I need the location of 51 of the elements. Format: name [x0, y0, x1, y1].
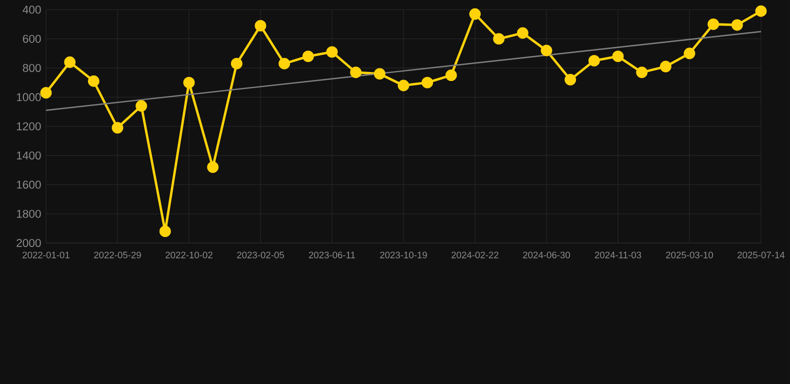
point	[636, 66, 648, 78]
point	[612, 50, 624, 62]
y-tick-label: 2000	[16, 238, 41, 247]
point	[230, 58, 242, 70]
point	[660, 60, 672, 72]
point	[516, 27, 528, 39]
point	[207, 161, 219, 173]
x-tick-label: 2024-02-22	[452, 252, 498, 258]
y-tick-label: 1600	[16, 180, 41, 189]
y-tick-label: 800	[22, 64, 41, 72]
point	[88, 75, 100, 87]
point	[64, 56, 76, 68]
point	[731, 19, 743, 31]
x-tick-label: 2024-11-03	[594, 252, 642, 258]
y-tick-label: 1200	[16, 122, 41, 130]
point	[254, 20, 266, 32]
x-tick-label: 2024-06-30	[523, 252, 570, 258]
point	[564, 74, 576, 86]
x-tick-label: 2023-02-05	[237, 252, 284, 258]
point	[350, 66, 362, 78]
point	[588, 54, 600, 66]
y-tick-label: 1000	[16, 93, 41, 102]
point	[398, 80, 410, 92]
x-tick-label: 2023-10-19	[380, 252, 427, 258]
point	[159, 226, 171, 238]
point	[493, 33, 505, 45]
point	[469, 8, 481, 20]
point	[183, 76, 195, 88]
point	[326, 46, 338, 58]
y-tick-label: 1800	[16, 210, 41, 218]
point	[136, 100, 148, 112]
y-tick-label: 400	[22, 6, 41, 14]
x-tick-label: 2022-01-01	[22, 252, 70, 258]
y-tick-label: 1400	[16, 151, 41, 160]
point	[684, 48, 696, 60]
x-tick-label: 2022-05-29	[94, 252, 141, 258]
x-tick-label: 2025-03-10	[666, 252, 713, 258]
point	[302, 50, 314, 62]
point	[40, 87, 52, 99]
point	[755, 5, 767, 17]
point	[422, 76, 434, 88]
x-tick-label: 2023-06-11	[308, 252, 356, 258]
x-tick-label: 2022-10-02	[166, 252, 212, 258]
point	[112, 122, 124, 134]
point	[374, 68, 386, 80]
x-tick-label: 2025-07-14	[738, 252, 785, 258]
y-tick-label: 600	[22, 34, 41, 43]
point	[445, 70, 457, 82]
point	[708, 18, 720, 30]
point	[278, 58, 290, 70]
point	[540, 44, 552, 56]
